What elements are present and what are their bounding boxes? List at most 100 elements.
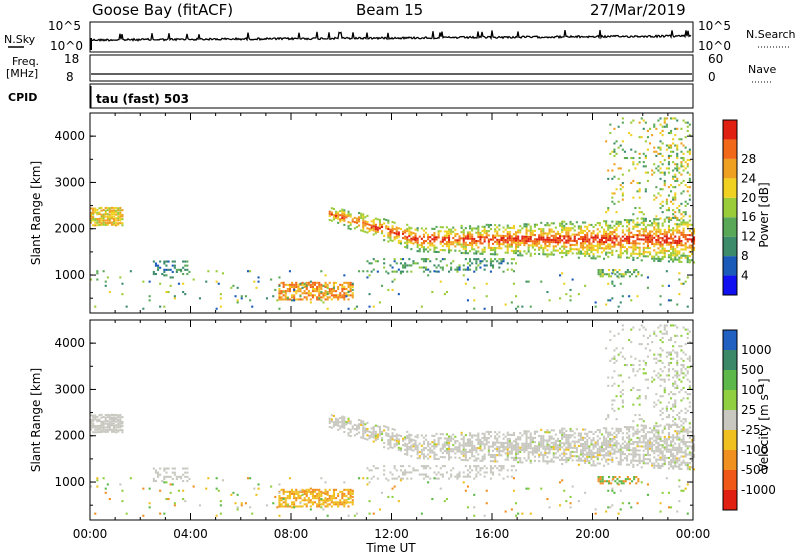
power-cell: [622, 246, 624, 248]
power-cell: [664, 174, 666, 176]
velocity-cell: [605, 418, 607, 420]
power-cell: [685, 147, 687, 149]
power-cell: [590, 236, 592, 238]
power-cell: [335, 296, 337, 298]
power-cell: [163, 269, 165, 271]
power-cell: [354, 308, 356, 310]
power-cell: [622, 186, 624, 188]
velocity-cell: [620, 430, 622, 432]
power-cell: [482, 236, 484, 238]
power-cell: [553, 235, 555, 237]
velocity-cell: [425, 439, 427, 441]
power-cell: [555, 233, 557, 235]
power-cell: [561, 235, 563, 237]
power-cell: [482, 253, 484, 255]
power-cell: [387, 226, 389, 228]
velocity-cell: [666, 333, 668, 335]
velocity-cell: [500, 446, 502, 448]
velocity-cell: [655, 459, 657, 461]
power-cell: [369, 293, 371, 295]
power-cell: [526, 236, 528, 238]
velocity-cell: [492, 471, 494, 473]
power-cell: [486, 260, 488, 262]
power-cell: [107, 276, 109, 278]
power-cell: [410, 248, 412, 250]
velocity-cell: [561, 428, 563, 430]
power-cell: [446, 241, 448, 243]
velocity-cell: [369, 481, 371, 483]
velocity-cell: [683, 364, 685, 366]
velocity-cell: [551, 461, 553, 463]
velocity-cell: [683, 462, 685, 464]
velocity-cell: [670, 459, 672, 461]
velocity-cell: [312, 497, 314, 499]
power-cell: [676, 259, 678, 261]
velocity-cell: [597, 435, 599, 437]
power-cell: [184, 261, 186, 263]
power-cell: [572, 227, 574, 229]
power-cell: [459, 264, 461, 266]
velocity-cell: [678, 437, 680, 439]
velocity-cell: [662, 337, 664, 339]
power-cell: [484, 230, 486, 232]
power-cell: [643, 222, 645, 224]
power-cell: [672, 203, 674, 205]
velocity-cell: [584, 458, 586, 460]
velocity-cell: [660, 385, 662, 387]
power-cell: [570, 250, 572, 252]
power-cell: [672, 250, 674, 252]
velocity-cell: [676, 370, 678, 372]
power-cell: [218, 283, 220, 285]
velocity-cell: [511, 444, 513, 446]
velocity-cell: [660, 438, 662, 440]
power-cell: [676, 227, 678, 229]
power-cell: [486, 295, 488, 297]
velocity-cell: [639, 450, 641, 452]
power-cell: [448, 231, 450, 233]
velocity-cell: [570, 428, 572, 430]
power-cell: [479, 260, 481, 262]
velocity-cell: [477, 443, 479, 445]
velocity-cell: [486, 443, 488, 445]
velocity-cell: [649, 458, 651, 460]
power-cell: [523, 223, 525, 225]
velocity-cell: [660, 410, 662, 412]
power-cell: [318, 290, 320, 292]
velocity-cell: [630, 443, 632, 445]
power-cell: [536, 240, 538, 242]
power-cell: [628, 240, 630, 242]
velocity-cell: [381, 431, 383, 433]
velocity-cell: [310, 491, 312, 493]
velocity-cell: [163, 513, 165, 515]
velocity-cell: [630, 439, 632, 441]
power-cell: [662, 233, 664, 235]
velocity-cell: [683, 431, 685, 433]
power-cell: [444, 243, 446, 245]
power-cell: [685, 161, 687, 163]
velocity-cell: [689, 385, 691, 387]
velocity-cell: [507, 476, 509, 478]
power-cell: [570, 246, 572, 248]
power-cell: [316, 298, 318, 300]
power-cell: [448, 235, 450, 237]
power-cell: [159, 267, 161, 269]
velocity-cell: [653, 406, 655, 408]
velocity-cell: [515, 457, 517, 459]
power-cell: [651, 170, 653, 172]
velocity-cell: [685, 408, 687, 410]
power-cell: [563, 248, 565, 250]
power-cell: [645, 165, 647, 167]
power-cell: [461, 244, 463, 246]
power-cell: [542, 237, 544, 239]
power-cell: [519, 250, 521, 252]
power-cell: [672, 199, 674, 201]
power-cell: [448, 243, 450, 245]
velocity-cell: [580, 451, 582, 453]
velocity-cell: [101, 425, 103, 427]
velocity-cell: [113, 429, 115, 431]
power-cell: [643, 230, 645, 232]
power-cell: [398, 242, 400, 244]
power-cell: [421, 244, 423, 246]
power-cell: [616, 244, 618, 246]
power-cell: [523, 225, 525, 227]
